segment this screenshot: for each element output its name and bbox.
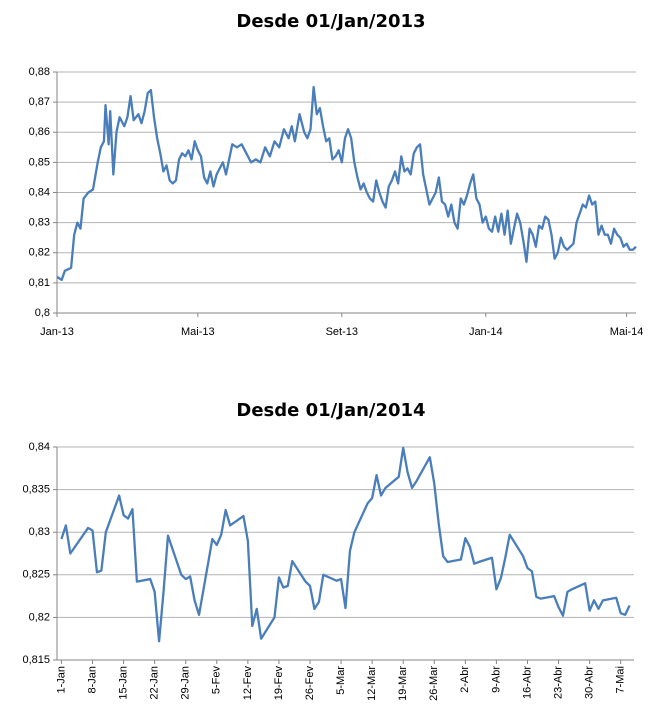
x-tick-label: 1-Jan bbox=[55, 666, 67, 694]
x-tick-label: 29-Jan bbox=[180, 666, 192, 700]
data-line bbox=[56, 85, 637, 282]
x-tick-label: 16-Abr bbox=[521, 666, 533, 699]
y-tick-label: 0,86 bbox=[29, 126, 50, 138]
x-tick-label: 12-Mar bbox=[366, 666, 378, 701]
x-tick-label: Mai-14 bbox=[610, 326, 644, 338]
x-tick-label: 5-Mar bbox=[335, 666, 347, 695]
y-tick-label: 0,82 bbox=[29, 247, 50, 259]
y-tick-label: 0,88 bbox=[29, 66, 50, 78]
y-tick-label: 0,83 bbox=[29, 217, 50, 229]
y-tick-label: 0,815 bbox=[22, 654, 50, 666]
x-tick-label: 23-Abr bbox=[552, 666, 564, 699]
y-tick-label: 0,81 bbox=[29, 277, 50, 289]
x-tick-label: Jan-14 bbox=[469, 326, 503, 338]
chart-title: Desde 01/Jan/2014 bbox=[236, 400, 425, 421]
x-tick-label: 12-Fev bbox=[242, 666, 254, 701]
y-tick-label: 0,84 bbox=[29, 186, 50, 198]
x-tick-label: 22-Jan bbox=[149, 666, 161, 700]
x-tick-label: 19-Fev bbox=[273, 666, 285, 701]
y-tick-label: 0,82 bbox=[29, 611, 50, 623]
x-tick-label: Jan-13 bbox=[40, 326, 74, 338]
y-tick-label: 0,8 bbox=[35, 307, 50, 319]
x-tick-label: 30-Abr bbox=[584, 666, 596, 699]
y-tick-label: 0,84 bbox=[29, 441, 50, 453]
x-tick-label: 9-Abr bbox=[490, 666, 502, 693]
y-tick-label: 0,87 bbox=[29, 96, 50, 108]
y-tick-label: 0,83 bbox=[29, 526, 50, 538]
y-tick-label: 0,835 bbox=[22, 484, 50, 496]
x-tick-label: Mai-13 bbox=[181, 326, 215, 338]
y-tick-label: 0,825 bbox=[22, 569, 50, 581]
x-tick-label: 2-Abr bbox=[459, 666, 471, 693]
x-tick-label: 19-Mar bbox=[397, 666, 409, 701]
x-tick-label: 5-Fev bbox=[211, 666, 223, 695]
x-tick-label: 15-Jan bbox=[117, 666, 129, 700]
chart-title: Desde 01/Jan/2013 bbox=[236, 11, 425, 32]
x-tick-label: 8-Jan bbox=[86, 666, 98, 694]
x-tick-label: 26-Mar bbox=[428, 666, 440, 701]
x-tick-label: 7-Mai bbox=[615, 666, 627, 694]
data-line bbox=[60, 446, 631, 643]
y-tick-label: 0,85 bbox=[29, 156, 50, 168]
x-tick-label: Set-13 bbox=[326, 326, 358, 338]
x-tick-label: 26-Fev bbox=[304, 666, 316, 701]
